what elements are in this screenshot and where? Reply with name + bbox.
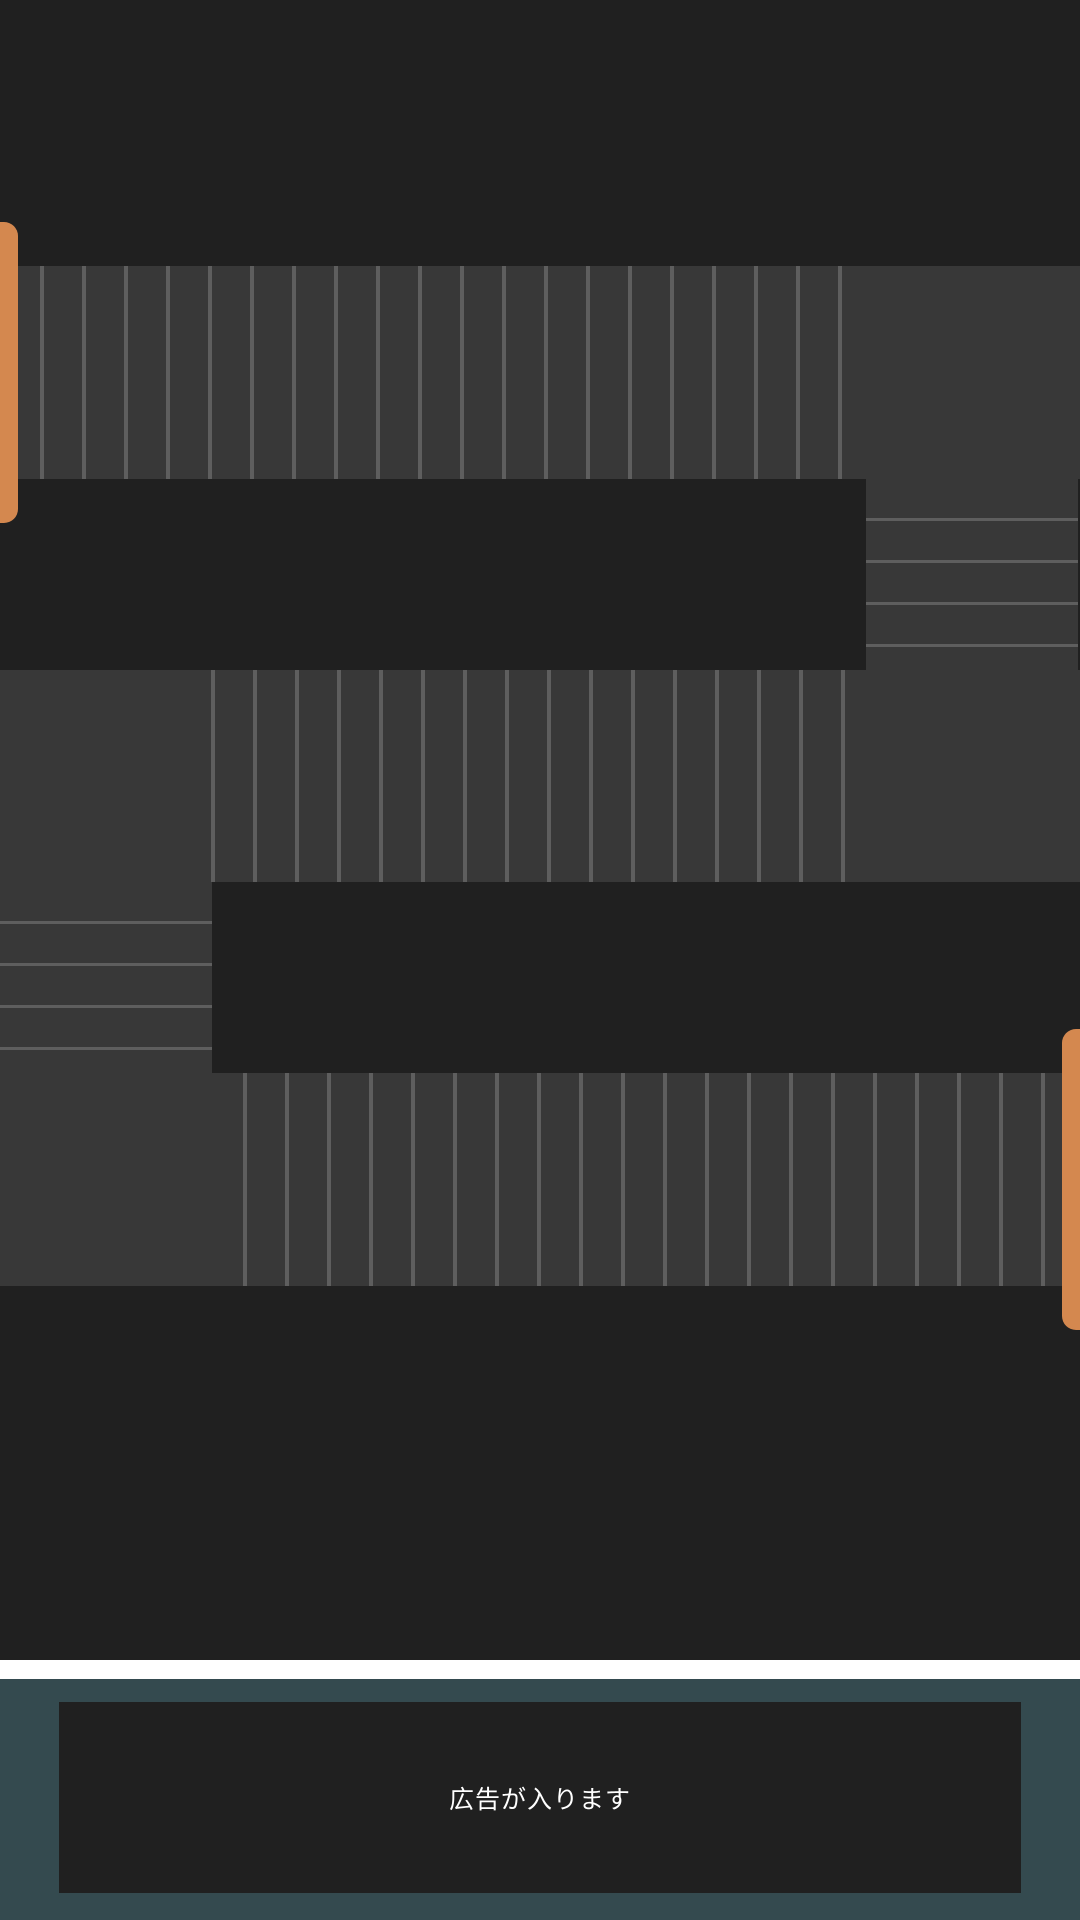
ad-banner-area: 広告が入ります <box>0 1679 1080 1920</box>
track-striped-vertical <box>173 670 845 882</box>
track-band <box>1078 479 1080 670</box>
dark-block <box>212 882 1080 1073</box>
track-striped-vertical <box>205 1073 1080 1286</box>
divider <box>0 1660 1080 1679</box>
ad-box[interactable]: 広告が入ります <box>59 1702 1021 1893</box>
track-striped-horizontal <box>866 479 1078 670</box>
ad-placeholder-text: 広告が入ります <box>448 1784 631 1814</box>
track-striped-horizontal <box>0 882 212 1073</box>
player-paddle-left[interactable] <box>0 222 18 523</box>
track-striped-vertical <box>2 266 842 479</box>
game-board[interactable] <box>0 0 1080 1660</box>
player-paddle-right[interactable] <box>1062 1029 1080 1330</box>
dark-block <box>0 479 866 670</box>
